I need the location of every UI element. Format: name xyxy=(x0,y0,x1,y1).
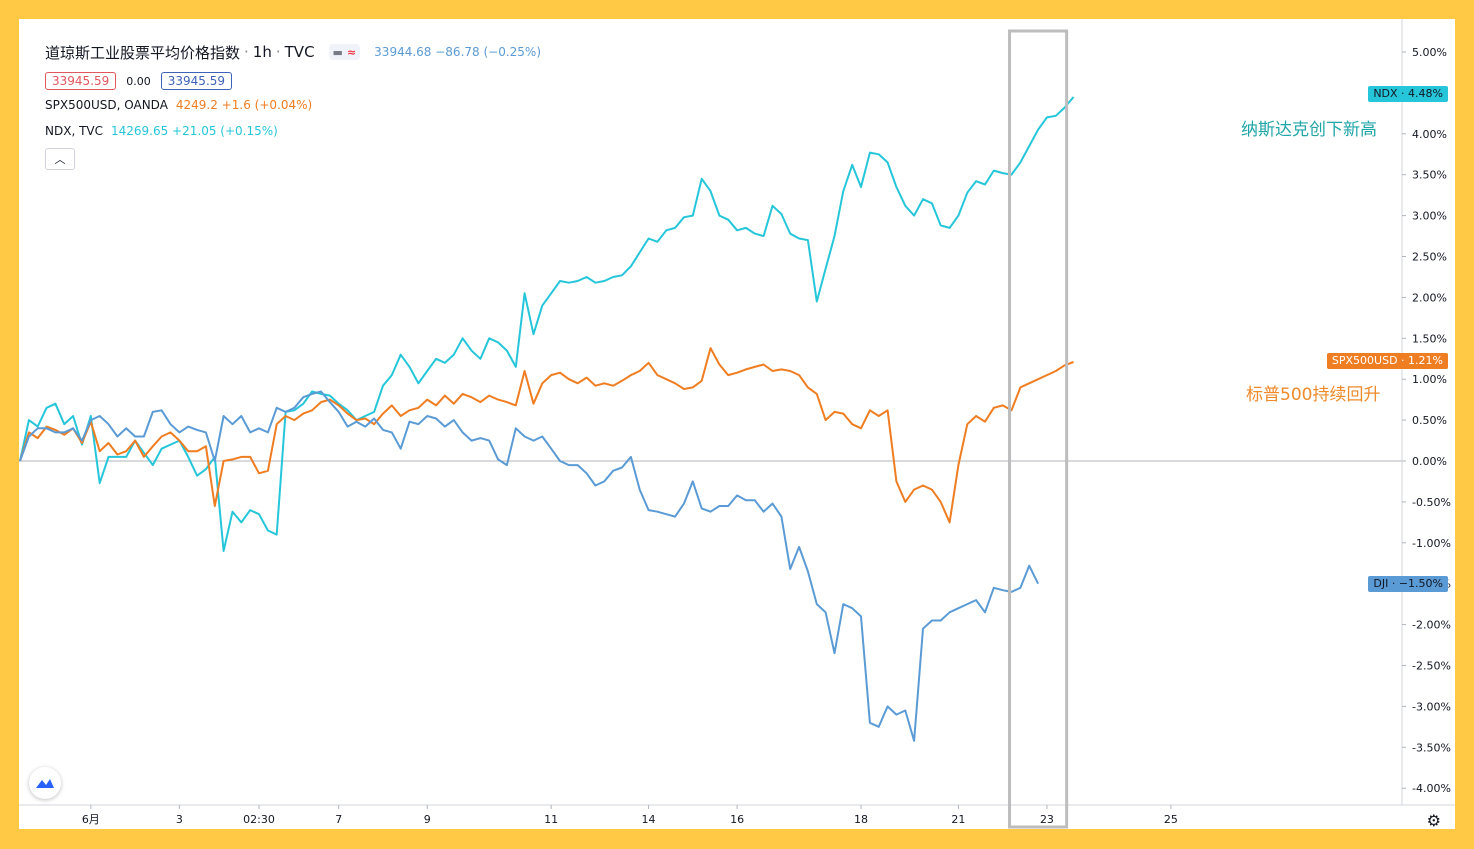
series-row-spx[interactable]: SPX500USD, OANDA 4249.2 +1.6 (+0.04%) xyxy=(45,92,541,118)
x-tick-label: 3 xyxy=(176,813,183,826)
annotation-ndx: 纳斯达克创下新高 xyxy=(1241,120,1377,140)
ask-price-box[interactable]: 33945.59 xyxy=(160,72,233,90)
x-tick-label: 11 xyxy=(544,813,558,826)
y-tick-label: -0.50% xyxy=(1412,496,1451,509)
y-tick-label: 5.00% xyxy=(1412,46,1447,59)
y-tick-label: 3.00% xyxy=(1412,210,1447,223)
y-tick-label: -4.00% xyxy=(1412,782,1451,795)
legend-toggle-pill[interactable]: ▬ ≈ xyxy=(328,44,361,60)
chart-frame: 5.00%4.50%4.00%3.50%3.00%2.50%2.00%1.50%… xyxy=(19,19,1455,829)
price-tag-ndx: NDX · 4.48% xyxy=(1368,86,1448,102)
y-tick-label: 2.00% xyxy=(1412,291,1447,304)
bid-price-box[interactable]: 33945.59 xyxy=(45,72,117,90)
y-tick-label: -2.00% xyxy=(1412,619,1451,632)
interval-label[interactable]: 1h xyxy=(252,43,272,61)
x-tick-label: 21 xyxy=(951,813,965,826)
exchange-label: TVC xyxy=(284,43,315,61)
y-tick-label: 0.00% xyxy=(1412,455,1447,468)
legend: 道琼斯工业股票平均价格指数 · 1h · TVC ▬ ≈ 33944.68 −8… xyxy=(45,40,541,170)
series-quote: 14269.65 +21.05 (+0.15%) xyxy=(110,124,278,138)
y-tick-label: -3.00% xyxy=(1412,700,1451,713)
x-tick-label: 6月 xyxy=(82,813,100,826)
main-quote: 33944.68 −86.78 (−0.25%) xyxy=(374,45,542,59)
x-tick-label: 23 xyxy=(1040,813,1054,826)
series-quote: 4249.2 +1.6 (+0.04%) xyxy=(175,98,313,112)
y-tick-label: 3.50% xyxy=(1412,169,1447,182)
collapse-legend-button[interactable]: ︿ xyxy=(45,148,75,170)
separator-dot: · xyxy=(244,43,249,61)
x-tick-label: 18 xyxy=(854,813,868,826)
chevron-up-icon: ︿ xyxy=(54,153,66,166)
y-tick-label: 4.00% xyxy=(1412,128,1447,141)
x-tick-label: 9 xyxy=(424,813,431,826)
y-tick-label: 0.50% xyxy=(1412,414,1447,427)
y-tick-label: -2.50% xyxy=(1412,660,1451,673)
symbol-title[interactable]: 道琼斯工业股票平均价格指数 xyxy=(45,43,241,62)
gear-icon[interactable]: ⚙ xyxy=(1426,811,1441,829)
series-row-ndx[interactable]: NDX, TVC 14269.65 +21.05 (+0.15%) xyxy=(45,118,541,144)
highlight-box xyxy=(1008,29,1069,829)
y-tick-label: 2.50% xyxy=(1412,251,1447,264)
y-tick-label: 1.00% xyxy=(1412,373,1447,386)
hide-icon[interactable]: ▬ xyxy=(332,45,343,59)
separator-dot: · xyxy=(275,43,281,61)
x-tick-label: 02:30 xyxy=(243,813,275,826)
series-line-spx500usd[interactable] xyxy=(19,347,1074,524)
x-tick-label: 14 xyxy=(642,813,656,826)
compare-icon[interactable]: ≈ xyxy=(346,45,357,59)
tradingview-logo-icon xyxy=(36,779,54,788)
spread-value: 0.00 xyxy=(126,74,151,88)
y-tick-label: 1.50% xyxy=(1412,332,1447,345)
price-tag-dji: DJI · −1.50% xyxy=(1368,576,1448,592)
series-line-dji[interactable] xyxy=(19,390,1039,742)
x-tick-label: 16 xyxy=(730,813,744,826)
series-line-ndx[interactable] xyxy=(19,96,1075,552)
x-tick-label: 7 xyxy=(335,813,342,826)
x-tick-label: 25 xyxy=(1164,813,1178,826)
bid-ask-row: 33945.59 0.00 33945.59 xyxy=(45,70,541,92)
series-name: SPX500USD, OANDA xyxy=(45,98,168,112)
annotation-spx: 标普500持续回升 xyxy=(1246,385,1381,405)
y-tick-label: -1.00% xyxy=(1412,537,1451,550)
legend-title-row: 道琼斯工业股票平均价格指数 · 1h · TVC ▬ ≈ 33944.68 −8… xyxy=(45,40,541,64)
tradingview-logo[interactable] xyxy=(29,767,61,799)
y-tick-label: -3.50% xyxy=(1412,741,1451,754)
series-name: NDX, TVC xyxy=(45,124,103,138)
price-tag-spx: SPX500USD · 1.21% xyxy=(1326,353,1448,369)
